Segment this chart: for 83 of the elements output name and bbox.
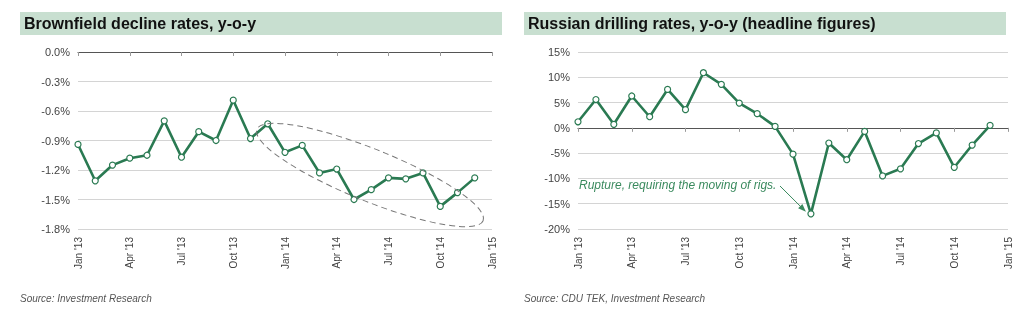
x-tick-label: Jan '14 <box>279 236 291 269</box>
point <box>771 122 779 130</box>
point <box>471 174 479 182</box>
point <box>574 118 582 126</box>
source-note: Source: Investment Research <box>20 293 152 304</box>
point <box>298 141 306 150</box>
point <box>592 95 600 104</box>
x-tick-label: Jan '13 <box>72 236 84 269</box>
x-tick-label: Jul '14 <box>383 236 394 266</box>
point <box>932 129 940 137</box>
point <box>333 165 341 173</box>
point <box>843 156 851 164</box>
x-tick-label: Jan '15 <box>1002 236 1014 269</box>
point <box>789 150 797 158</box>
x-tick-label: Jan '14 <box>787 236 799 269</box>
point <box>229 96 237 104</box>
point <box>350 195 358 204</box>
x-tick-label: Jul '13 <box>176 236 187 266</box>
point <box>126 154 134 162</box>
point <box>950 163 958 171</box>
x-tick-label: Jul '14 <box>895 236 906 266</box>
y-tick-label: -0.3% <box>41 75 71 88</box>
y-tick-label: -20% <box>544 223 571 235</box>
chart-title: Russian drilling rates, y-o-y (headline figures) <box>524 12 1006 35</box>
point <box>628 92 636 100</box>
point <box>281 148 289 156</box>
chart-title: Brownfield decline rates, y-o-y <box>20 12 502 35</box>
point <box>735 99 743 107</box>
x-tick-label: Oct '13 <box>227 236 239 269</box>
point <box>436 202 444 210</box>
point <box>74 140 82 149</box>
point <box>896 165 905 173</box>
y-tick-label: -1.2% <box>41 164 71 176</box>
point <box>646 113 654 121</box>
point <box>861 127 869 135</box>
point <box>315 169 324 177</box>
y-tick-label: 5% <box>554 96 571 109</box>
y-tick-label: -1.5% <box>41 193 71 206</box>
x-tick-label: Oct '13 <box>733 236 745 269</box>
point <box>986 121 994 129</box>
point <box>610 120 618 128</box>
y-tick-label: 0.0% <box>44 46 71 58</box>
x-tick-label: Jan '13 <box>572 236 584 269</box>
y-tick-label: 15% <box>547 46 571 58</box>
point <box>384 174 393 182</box>
point <box>878 172 887 180</box>
point <box>367 186 375 194</box>
y-tick-label: -0.9% <box>41 134 71 147</box>
x-tick-label: Jan '15 <box>486 236 498 269</box>
point <box>143 151 151 159</box>
point <box>681 106 690 114</box>
point <box>177 153 186 161</box>
point <box>825 139 833 147</box>
point <box>753 110 761 118</box>
point <box>160 117 168 125</box>
x-tick-label: Apr '13 <box>626 236 638 269</box>
x-tick-label: Jul '13 <box>680 236 691 266</box>
x-tick-label: Apr '14 <box>331 236 343 269</box>
y-tick-label: -1.8% <box>41 223 71 235</box>
point <box>699 69 708 77</box>
x-tick-label: Oct '14 <box>948 236 960 269</box>
point <box>914 139 923 148</box>
x-tick-label: Apr '14 <box>841 236 853 269</box>
x-tick-label: Apr '13 <box>124 236 136 269</box>
point <box>717 80 725 88</box>
source-note: Source: CDU TEK, Investment Research <box>524 293 706 304</box>
x-tick-label: Oct '14 <box>434 236 446 269</box>
point <box>195 128 203 136</box>
point <box>807 210 815 218</box>
point <box>402 175 410 183</box>
annotation: Rupture, requiring the moving of rigs. <box>579 178 777 193</box>
point <box>212 136 220 145</box>
y-tick-label: -5% <box>550 147 571 160</box>
point <box>91 177 99 185</box>
point <box>968 141 976 149</box>
y-tick-label: -10% <box>544 172 571 185</box>
point <box>663 85 672 94</box>
point <box>246 134 255 143</box>
y-tick-label: -0.6% <box>41 105 71 117</box>
y-tick-label: 0% <box>554 121 571 134</box>
y-tick-label: 10% <box>547 71 571 84</box>
y-tick-label: -15% <box>544 197 571 210</box>
point <box>108 161 117 169</box>
